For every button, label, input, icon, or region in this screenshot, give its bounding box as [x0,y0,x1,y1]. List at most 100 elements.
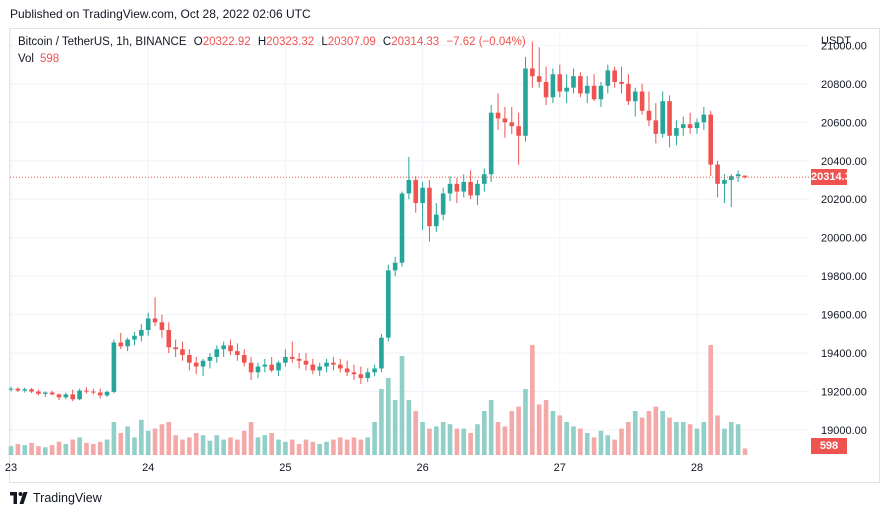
candle-body [392,262,398,271]
candle-body [207,356,213,361]
candle-body [495,112,501,119]
candle-body [125,339,130,347]
volume-bar [29,442,34,455]
volume-bar [392,400,398,455]
volume-bar [406,400,412,455]
candle-body [36,391,41,394]
volume-bar [735,424,741,455]
volume-bar [296,444,302,455]
candle-body [372,368,377,373]
time-tick-label: 27 [554,462,566,474]
candle-body [296,358,302,361]
candle-body [591,85,597,100]
candle-body [324,362,329,367]
volume-bar [262,435,268,455]
candle-body [530,68,535,77]
candle-body [543,81,549,98]
candle-body [653,120,659,134]
candle-body [742,175,748,178]
volume-bar [200,435,206,455]
high-value: 20323.32 [266,36,315,48]
volume-bar [132,437,137,455]
close-value: 20314.33 [391,36,440,48]
volume-bar [385,378,391,455]
candle-body [111,342,117,392]
volume-bar [530,345,535,455]
candle-body [523,68,528,136]
candle-body [701,114,707,123]
candle-body [571,76,576,88]
volume-bar [413,411,419,455]
candle-body [440,193,446,215]
candle-body [15,388,21,391]
candle-body [159,322,165,330]
volume-bar [461,428,467,455]
volume-bar [571,426,576,455]
candle-body [214,349,220,357]
volume-bar [482,411,487,455]
candle-body [447,183,453,194]
candle-body [283,356,288,363]
candle-body [173,347,178,350]
candle-body [248,362,254,373]
candle-body [84,390,89,392]
volume-bar [15,444,21,455]
open-value: 20322.92 [202,36,251,48]
candle-body [461,181,467,192]
volume-bar [317,444,322,455]
tradingview-brand[interactable]: TradingView [10,491,102,505]
volume-bar [653,406,659,455]
volume-bar [632,411,638,455]
volume-bar [180,439,185,455]
volume-bar [667,417,672,455]
candle-body [667,101,672,136]
high-label: H [257,36,267,48]
volume-bar [351,437,357,455]
volume-label: Vol [18,53,34,65]
candle-body [118,342,124,347]
volume-bar [159,424,165,455]
volume-bars [8,345,748,455]
candle-body [605,70,611,86]
price-axis: 19000.00 19200.00 19400.00 19600.00 19800.00… [821,40,867,437]
volume-bar [516,406,521,455]
candle-body [502,118,508,123]
volume-bar [488,400,494,455]
candle-body [269,364,274,371]
price-tick-label: 19000.00 [821,425,867,437]
candle-body [358,374,364,379]
candle-body [735,174,741,177]
candle-body [687,124,693,129]
currency-label[interactable]: USDT [821,35,851,47]
time-axis: 23 24 25 26 27 28 [5,462,703,474]
volume-bar [139,419,144,455]
candle-body [255,366,261,373]
candle-body [145,318,151,330]
candle-body [385,270,391,338]
candle-body [468,181,473,196]
candle-body [228,345,233,352]
volume-bar [331,439,336,455]
volume-bar [207,440,213,455]
volume-bar [118,433,124,455]
candle-body [420,187,425,204]
volume-bar [289,439,295,455]
volume-bar [694,428,700,455]
volume-bar [687,424,693,455]
candle-body [584,85,590,94]
time-tick-label: 26 [416,462,428,474]
volume-bar [502,426,508,455]
volume-bar [97,441,103,455]
candle-body [70,394,76,400]
volume-bar [337,437,343,455]
volume-bar [708,345,714,455]
candle-body [180,349,185,355]
candle-body [310,364,316,371]
volume-bar [578,428,583,455]
last-price-badge: 20314.33 [811,169,857,186]
candle-body [708,114,714,165]
price-candles [8,41,748,402]
volume-bar [248,422,254,455]
candle-body [557,74,563,92]
